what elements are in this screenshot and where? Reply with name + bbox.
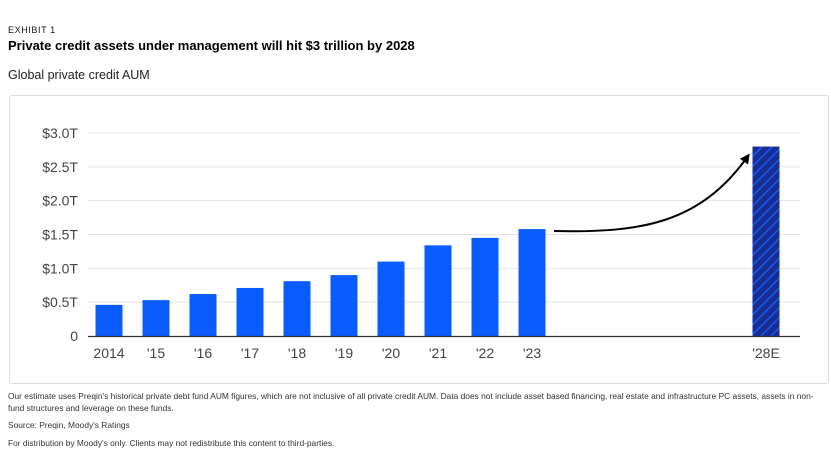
bar — [236, 287, 264, 336]
y-tick-label: $1.5T — [42, 227, 78, 243]
x-tick-label: '16 — [194, 345, 212, 361]
bar — [377, 261, 405, 336]
x-tick-label: 2014 — [93, 345, 124, 361]
y-tick-label: 0 — [70, 328, 78, 344]
x-tick-label: '22 — [476, 345, 494, 361]
bar — [142, 300, 170, 336]
bar — [330, 275, 358, 336]
x-tick-label: '21 — [429, 345, 447, 361]
exhibit-label: EXHIBIT 1 — [8, 25, 56, 35]
x-tick-label: '18 — [288, 345, 306, 361]
y-tick-label: $3.0T — [42, 125, 78, 141]
chart-plot: 0 $0.5T $1.0T $1.5T $2.0T $2.5T $3.0T 2014 '15 '… — [42, 125, 800, 361]
x-tick-label: '23 — [523, 345, 541, 361]
bar — [424, 245, 452, 336]
footnote-methodology: Our estimate uses Preqin's historical pr… — [8, 391, 814, 413]
y-tick-label: $0.5T — [42, 294, 78, 310]
y-tick-label: $1.0T — [42, 260, 78, 276]
y-tick-label: $2.0T — [42, 193, 78, 209]
bar — [189, 294, 217, 336]
chart-subtitle: Global private credit AUM — [8, 68, 150, 82]
footnote-source: Source: Preqin, Moody's Ratings — [8, 420, 130, 430]
chart-title: Private credit assets under management w… — [8, 38, 415, 53]
bar-estimate — [752, 146, 780, 336]
chart-card: 0 $0.5T $1.0T $1.5T $2.0T $2.5T $3.0T 2014 '15 '… — [9, 95, 829, 384]
y-tick-label: $2.5T — [42, 159, 78, 175]
x-tick-label: '20 — [382, 345, 400, 361]
x-tick-label: '19 — [335, 345, 353, 361]
bar — [471, 237, 499, 336]
x-tick-label: '15 — [147, 345, 165, 361]
x-tick-label: '17 — [241, 345, 259, 361]
growth-arrow — [553, 153, 750, 233]
bar — [518, 229, 546, 336]
bar — [283, 281, 311, 336]
footnote-distribution: For distribution by Moody's only. Client… — [8, 438, 335, 448]
bar — [95, 304, 123, 336]
x-tick-label: '28E — [752, 345, 780, 361]
